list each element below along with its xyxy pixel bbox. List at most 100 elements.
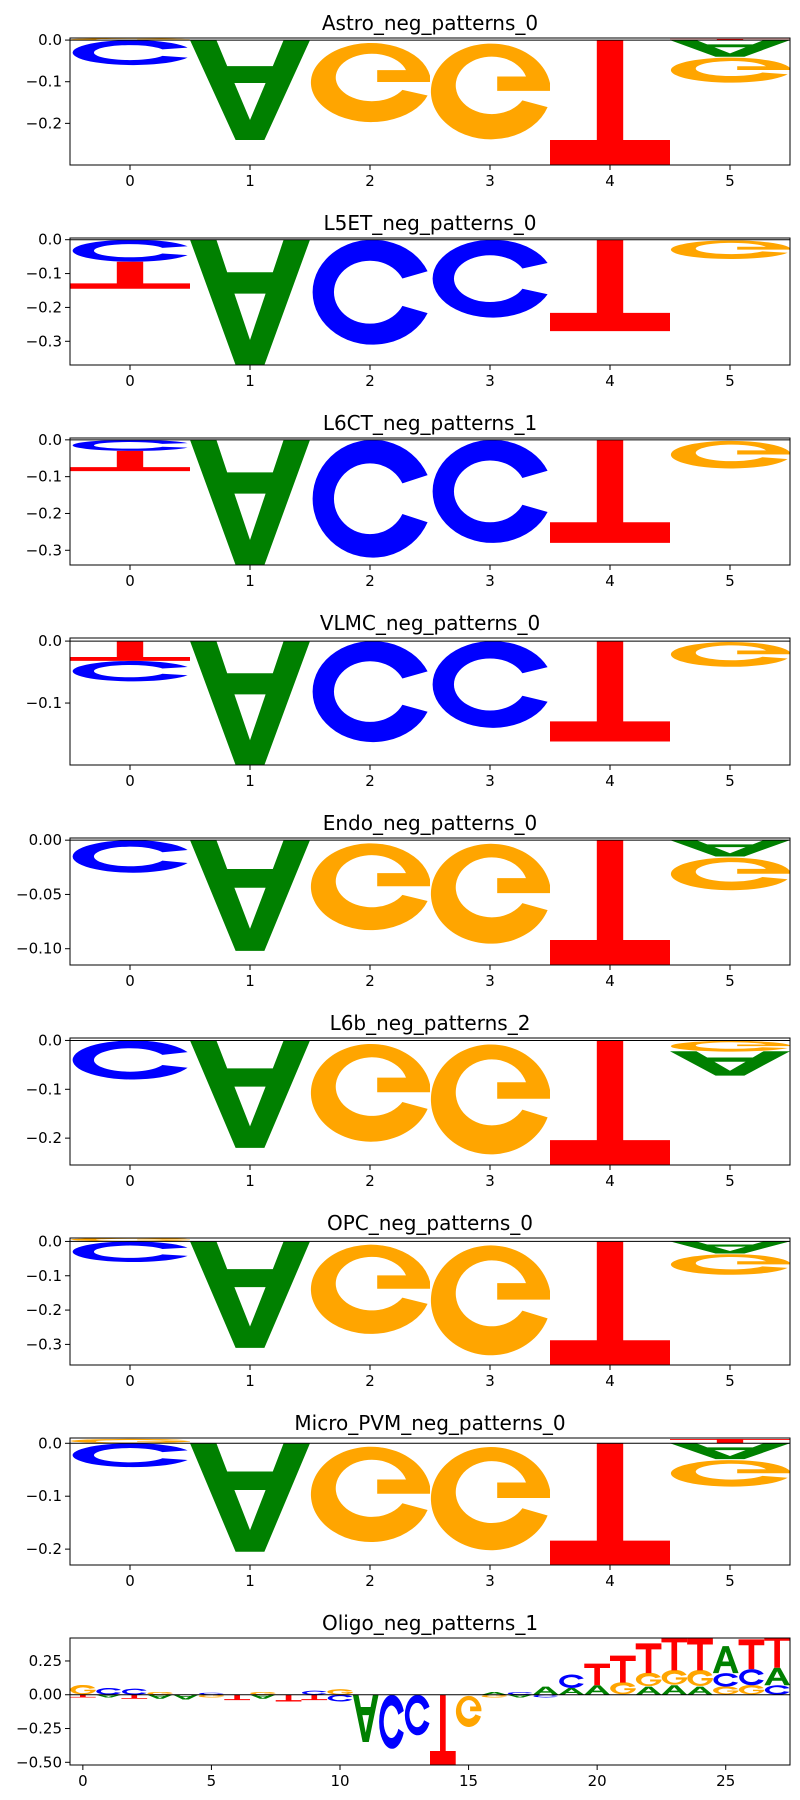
x-tick-label: 2 (365, 172, 375, 190)
x-tick-label: 10 (330, 1772, 349, 1790)
x-tick-label: 3 (485, 372, 495, 390)
logo-letter-T (550, 1241, 670, 1365)
panel-title: L5ET_neg_patterns_0 (323, 211, 536, 235)
logo-letter-C (96, 1687, 121, 1695)
y-tick-label: −0.1 (26, 1487, 62, 1505)
logo-letter-C (72, 1241, 188, 1263)
x-tick-label: 0 (125, 372, 135, 390)
logo-letter-A (670, 40, 790, 57)
logo-letter-A (190, 1241, 310, 1348)
x-tick-label: 4 (605, 772, 615, 790)
logo-letter-G (310, 843, 430, 931)
axes-frame (69, 1037, 791, 1166)
logo-letter-A (190, 239, 310, 365)
logo-letter-T (275, 1694, 302, 1702)
axes-frame (69, 37, 791, 166)
logo-letter-T (550, 1443, 670, 1565)
y-tick-label: −0.2 (26, 298, 62, 316)
x-tick-label: 3 (485, 1172, 495, 1190)
axes-frame (69, 637, 791, 766)
panel-title: Astro_neg_patterns_0 (322, 11, 538, 35)
logo-letter-C (312, 239, 428, 345)
x-tick-label: 2 (365, 772, 375, 790)
x-tick-label: 5 (725, 1172, 735, 1190)
y-tick-label: −0.25 (16, 1720, 62, 1738)
logo-letter-A (558, 1687, 585, 1695)
logo-letter-T (550, 239, 670, 332)
axes-frame (69, 1237, 791, 1366)
x-tick-label: 2 (365, 572, 375, 590)
y-tick-label: −0.2 (26, 1301, 62, 1319)
logo-letter-T (430, 1694, 456, 1765)
logo-panel: Astro_neg_patterns_0 0 1 2 3 4 5 0.0 −0.1 −0.2 (26, 11, 791, 190)
logo-letter-A (635, 1686, 662, 1695)
logo-letter-T (610, 1655, 636, 1683)
logo-letter-T (70, 450, 190, 472)
logo-letter-A (352, 1694, 379, 1743)
x-tick-label: 2 (365, 372, 375, 390)
logo-letter-C (312, 439, 428, 558)
logo-letter-G (70, 1238, 190, 1242)
x-tick-label: 25 (716, 1772, 735, 1790)
logo-letter-C (301, 1690, 327, 1695)
y-tick-label: 0.25 (29, 1652, 62, 1670)
logo-letter-A (190, 1443, 310, 1552)
x-tick-label: 1 (245, 1572, 255, 1590)
x-tick-label: 0 (125, 172, 135, 190)
logo-letter-A (190, 1040, 310, 1148)
y-tick-label: −0.2 (26, 504, 62, 522)
panel-title: OPC_neg_patterns_0 (327, 1211, 533, 1235)
logo-letter-C (432, 239, 548, 318)
panel-title: Oligo_neg_patterns_1 (322, 1611, 538, 1635)
x-tick-label: 3 (485, 1372, 495, 1390)
logo-panel: L5ET_neg_patterns_0 0 1 2 3 4 5 0.0 −0.1 −0.2 −0.3 (26, 211, 791, 390)
logo-letter-T (670, 38, 790, 41)
logo-letters (70, 1238, 790, 1365)
x-tick-label: 3 (485, 1572, 495, 1590)
logo-letter-G (670, 857, 790, 891)
x-tick-label: 3 (485, 572, 495, 590)
logo-letters (70, 38, 790, 165)
logo-letter-A (481, 1692, 508, 1695)
logo-letter-G (481, 1694, 508, 1698)
logo-letter-G (198, 1694, 225, 1698)
logo-letter-T (635, 1643, 662, 1674)
logo-letter-C (404, 1694, 430, 1736)
y-tick-label: −0.3 (26, 332, 62, 350)
logo-letter-C (121, 1688, 147, 1695)
x-tick-label: 1 (245, 172, 255, 190)
logo-letters (70, 239, 790, 365)
logo-letter-A (670, 1443, 790, 1460)
y-tick-label: −0.1 (26, 694, 62, 712)
y-tick-label: −0.2 (26, 114, 62, 132)
y-tick-label: −0.2 (26, 1129, 62, 1147)
logo-letter-C (72, 439, 188, 451)
x-tick-label: 4 (605, 1372, 615, 1390)
x-tick-label: 3 (485, 172, 495, 190)
logo-letter-G (661, 1669, 688, 1685)
x-tick-label: 5 (725, 372, 735, 390)
logo-letter-G (635, 1672, 662, 1687)
x-tick-label: 5 (207, 1772, 217, 1790)
logo-letter-C (72, 840, 188, 873)
y-tick-label: 0.00 (29, 1686, 62, 1704)
logo-letter-T (550, 840, 670, 965)
logo-letter-C (507, 1692, 533, 1695)
logo-letter-T (121, 1694, 148, 1699)
logo-letter-C (199, 1692, 224, 1695)
logo-panel: Micro_PVM_neg_patterns_0 0 1 2 3 4 5 0.0 −0.1 −0.… (26, 1411, 791, 1590)
axes-frame (69, 437, 791, 566)
logo-letters (72, 1040, 790, 1165)
y-tick-label: −0.2 (26, 1540, 62, 1558)
logo-letter-C (379, 1694, 404, 1749)
x-tick-label: 5 (725, 1372, 735, 1390)
axes-frame (69, 1437, 791, 1566)
logo-letter-A (712, 1646, 739, 1674)
logo-letter-A (172, 1694, 199, 1700)
x-tick-label: 0 (78, 1772, 88, 1790)
x-tick-label: 4 (605, 372, 615, 390)
logo-letter-G (430, 1447, 550, 1551)
logo-letter-G (670, 641, 790, 667)
logo-letter-G (327, 1689, 353, 1695)
y-tick-label: −0.3 (26, 1335, 62, 1353)
